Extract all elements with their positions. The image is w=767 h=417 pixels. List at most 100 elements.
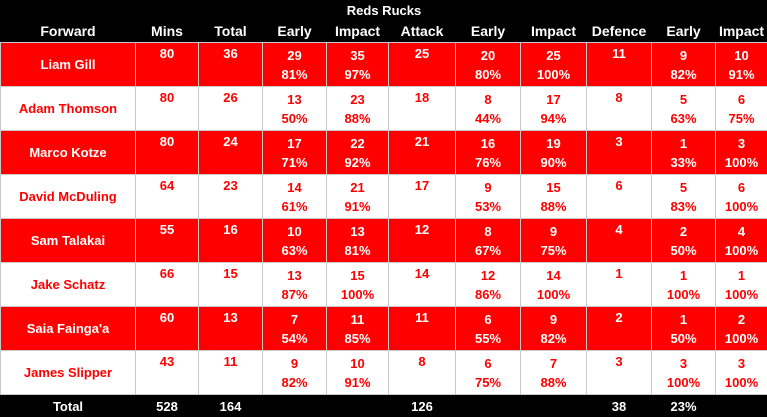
early-cell-percent: 63% [263, 242, 326, 260]
totals-mins: 528 [136, 395, 199, 417]
attack-impact-cell-count: 7 [521, 354, 586, 374]
attack-early-cell-count: 6 [456, 354, 520, 374]
attack-impact-cell-percent: 88% [521, 198, 586, 216]
header-defence: Defence [587, 20, 652, 43]
player-name: Liam Gill [1, 43, 136, 87]
defence-early-cell-count: 1 [652, 310, 715, 330]
player-name: Adam Thomson [1, 87, 136, 131]
early-cell-percent: 82% [263, 374, 326, 392]
attack-impact-cell-count: 19 [521, 134, 586, 154]
early-cell-count: 13 [263, 90, 326, 110]
player-name: Sam Talakai [1, 219, 136, 263]
attack-impact-cell-count: 9 [521, 222, 586, 242]
total-cell: 23 [199, 175, 263, 219]
totals-impact [327, 395, 389, 417]
total-cell: 36 [199, 43, 263, 87]
early-cell-percent: 50% [263, 110, 326, 128]
defence-early-cell-percent: 50% [652, 330, 715, 348]
attack-early-cell-count: 6 [456, 310, 520, 330]
mins-cell: 64 [136, 175, 199, 219]
defence-impact-cell-percent: 100% [716, 330, 767, 348]
attack-early-cell-percent: 75% [456, 374, 520, 392]
attack-early-cell-count: 16 [456, 134, 520, 154]
defence-early-cell-percent: 100% [652, 374, 715, 392]
defence-impact-cell-percent: 100% [716, 374, 767, 392]
impact-cell-percent: 85% [327, 330, 388, 348]
totals-defence-early: 23% [652, 395, 716, 417]
defence-cell: 1 [587, 263, 652, 307]
header-total: Total [199, 20, 263, 43]
attack-impact-cell-percent: 88% [521, 374, 586, 392]
totals-attack-early [456, 395, 521, 417]
defence-impact-cell-count: 1 [716, 266, 767, 286]
impact-cell-count: 15 [327, 266, 388, 286]
attack-early-cell-percent: 55% [456, 330, 520, 348]
header-forward: Forward [1, 20, 136, 43]
attack-cell: 11 [389, 307, 456, 351]
attack-early-cell-percent: 80% [456, 66, 520, 84]
early-cell-count: 14 [263, 178, 326, 198]
header-defence-early: Early [652, 20, 716, 43]
header-mins: Mins [136, 20, 199, 43]
header-impact: Impact [327, 20, 389, 43]
early-cell-count: 17 [263, 134, 326, 154]
defence-cell: 8 [587, 87, 652, 131]
early-cell-count: 7 [263, 310, 326, 330]
defence-cell: 6 [587, 175, 652, 219]
defence-impact-cell-percent: 91% [716, 66, 767, 84]
impact-cell-count: 13 [327, 222, 388, 242]
attack-cell: 8 [389, 351, 456, 395]
header-early: Early [263, 20, 327, 43]
impact-cell-percent: 100% [327, 286, 388, 304]
defence-early-cell-percent: 33% [652, 154, 715, 172]
attack-impact-cell-count: 15 [521, 178, 586, 198]
totals-attack-impact [521, 395, 587, 417]
attack-early-cell-percent: 76% [456, 154, 520, 172]
early-cell-percent: 61% [263, 198, 326, 216]
defence-impact-cell-count: 6 [716, 178, 767, 198]
early-cell-count: 29 [263, 46, 326, 66]
defence-impact-cell-count: 3 [716, 134, 767, 154]
early-cell-percent: 81% [263, 66, 326, 84]
defence-cell: 11 [587, 43, 652, 87]
attack-impact-cell-count: 25 [521, 46, 586, 66]
player-name: Saia Fainga'a [1, 307, 136, 351]
attack-early-cell-percent: 44% [456, 110, 520, 128]
total-cell: 11 [199, 351, 263, 395]
attack-early-cell-count: 20 [456, 46, 520, 66]
attack-impact-cell-count: 17 [521, 90, 586, 110]
attack-impact-cell-count: 14 [521, 266, 586, 286]
mins-cell: 55 [136, 219, 199, 263]
defence-impact-cell-count: 4 [716, 222, 767, 242]
defence-early-cell-percent: 63% [652, 110, 715, 128]
mins-cell: 66 [136, 263, 199, 307]
mins-cell: 80 [136, 43, 199, 87]
attack-impact-cell-percent: 90% [521, 154, 586, 172]
